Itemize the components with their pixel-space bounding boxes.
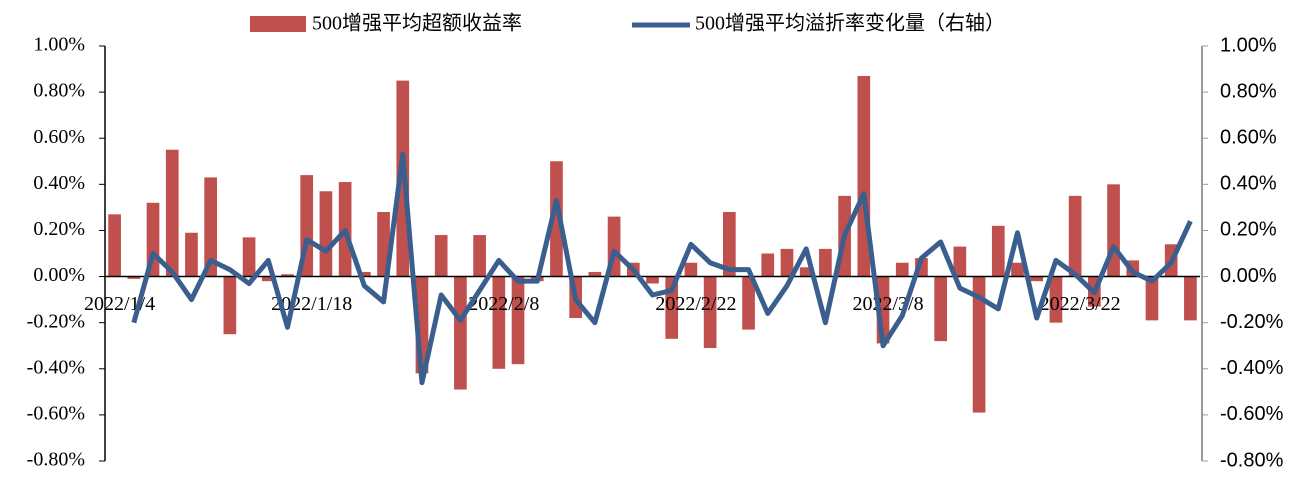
x-tick-label: 2022/3/8 (852, 293, 923, 315)
x-tick-label: 2022/1/4 (84, 293, 155, 315)
bar (991, 225, 1005, 277)
bar (588, 271, 602, 277)
y-tick-label: 0.20% (33, 218, 85, 240)
bar (953, 246, 967, 277)
bar (185, 232, 198, 277)
line (131, 151, 1193, 386)
y2-tick-label: 0.60% (1220, 127, 1277, 149)
bar (761, 253, 775, 277)
bar (108, 214, 121, 277)
x-tick-label: 2022/2/22 (655, 293, 736, 315)
y-tick-label: -0.60% (27, 402, 85, 424)
bar (684, 262, 698, 277)
legend-label: 500增强平均超额收益率 (312, 12, 522, 35)
bar (780, 248, 794, 277)
y-tick-label: -0.20% (27, 310, 85, 332)
bar (742, 276, 755, 330)
bar (434, 235, 448, 277)
bar (127, 276, 141, 279)
bar (319, 191, 333, 277)
y2-tick-label: 0.00% (1220, 265, 1277, 287)
bar (703, 276, 717, 349)
bar (511, 276, 525, 365)
y2-tick-label: -0.40% (1220, 357, 1284, 379)
bar (1011, 262, 1024, 277)
bar (646, 276, 659, 284)
bar (165, 149, 179, 277)
bar (473, 235, 486, 277)
y2-tick-label: -0.80% (1220, 449, 1284, 471)
legend-swatch (250, 16, 306, 32)
y-tick-label: 1.00% (33, 34, 85, 56)
bar (1049, 276, 1063, 323)
y2-tick-label: -0.60% (1220, 403, 1284, 425)
y2-tick-label: 0.40% (1220, 173, 1277, 195)
bar (1030, 276, 1044, 282)
y-tick-label: 0.60% (33, 126, 85, 148)
x-tick-label: 2022/2/8 (468, 293, 539, 315)
bar (934, 276, 947, 342)
y-tick-label: 0.80% (33, 80, 85, 102)
bar (281, 274, 294, 277)
bar (1145, 276, 1159, 321)
y2-tick-label: 0.20% (1220, 219, 1277, 241)
y2-tick-label: -0.20% (1220, 311, 1284, 333)
bar (1068, 195, 1082, 277)
bar (454, 276, 467, 390)
bar (492, 276, 506, 369)
legend-label: 500增强平均溢折率变化量（右轴） (695, 12, 1005, 35)
y-tick-label: -0.40% (27, 356, 85, 378)
bar (1184, 276, 1197, 321)
y2-tick-label: 1.00% (1220, 34, 1277, 56)
bar (261, 276, 275, 282)
bar (358, 271, 371, 277)
bar (204, 177, 217, 277)
bar (799, 267, 813, 277)
bar (550, 161, 563, 277)
bar (819, 248, 832, 277)
y-tick-label: 0.40% (33, 172, 85, 194)
y-tick-label: 0.00% (33, 264, 85, 286)
bar (223, 276, 237, 335)
x-tick-label: 2022/3/22 (1040, 293, 1121, 315)
y-tick-label: -0.80% (27, 449, 85, 471)
bar (723, 212, 736, 277)
bar (242, 237, 256, 277)
y2-tick-label: 0.80% (1220, 80, 1277, 102)
bar (895, 262, 909, 277)
bar (972, 276, 986, 413)
